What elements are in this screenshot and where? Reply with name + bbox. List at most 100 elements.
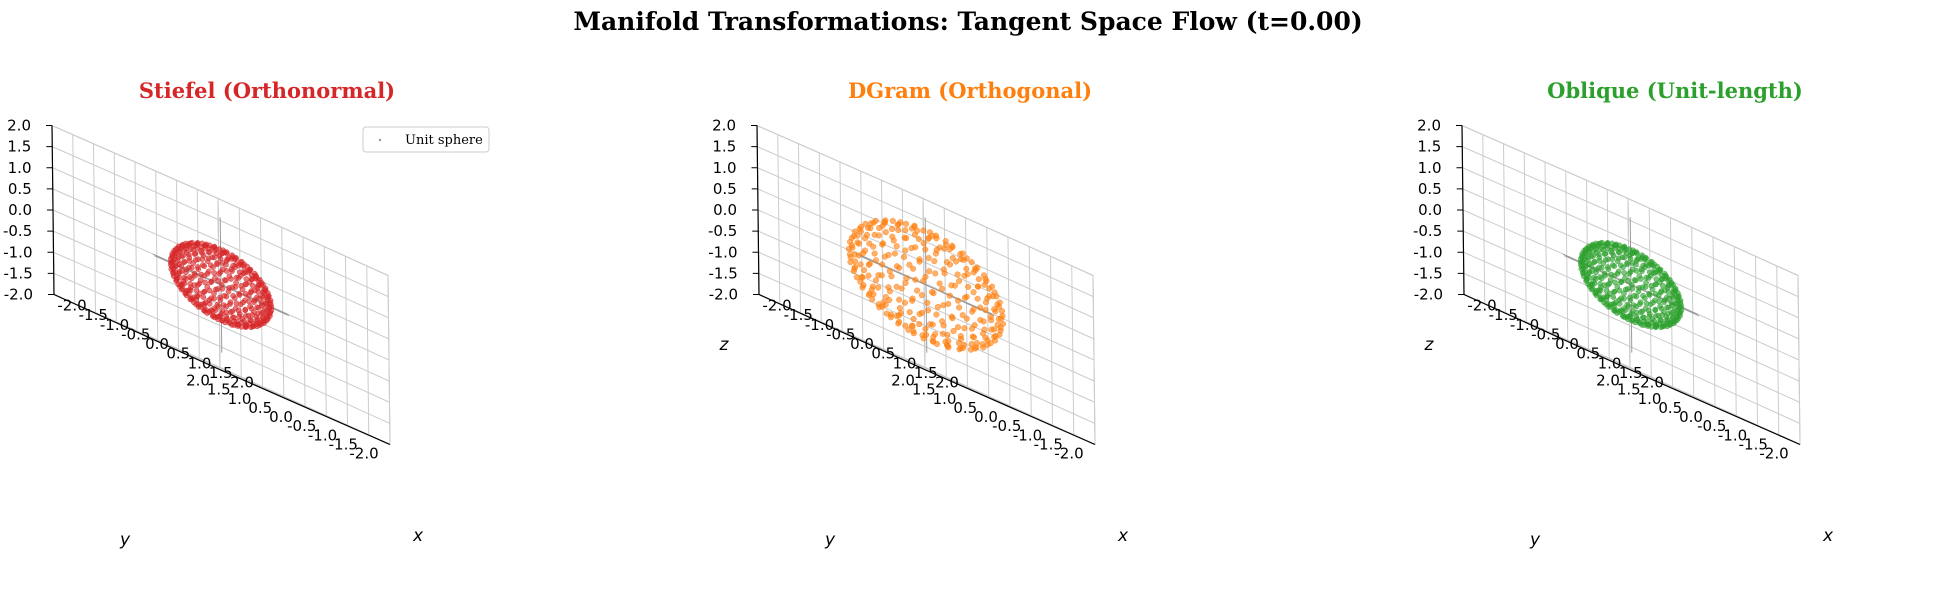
data-point (862, 235, 869, 242)
data-point (862, 220, 869, 227)
data-point (986, 293, 993, 300)
y-tick-label: -1.0 (308, 426, 337, 444)
grid-line (1461, 125, 1629, 199)
data-point (1630, 302, 1637, 309)
grid-line (1028, 246, 1032, 416)
x-axis-label: x (1822, 526, 1834, 546)
grid-line (757, 188, 924, 263)
x-tick-label: -1.0 (805, 316, 834, 334)
data-point (861, 247, 869, 254)
y-tick-label: -1.5 (329, 435, 358, 453)
data-point (996, 299, 1003, 306)
data-point (871, 231, 878, 238)
z-tick-label: 0.0 (8, 201, 32, 219)
data-point (242, 291, 249, 297)
data-point (201, 263, 208, 269)
z-tick-label: 1.5 (7, 138, 31, 156)
data-point (1621, 295, 1627, 302)
data-point (945, 337, 952, 344)
data-point (872, 257, 880, 264)
data-point (223, 268, 230, 274)
grid-line (798, 143, 801, 313)
data-point (973, 340, 981, 347)
z-tick-label: -2.0 (4, 286, 33, 304)
data-point (1658, 317, 1664, 324)
z-tick-label: 0.5 (1418, 180, 1442, 198)
y-tick-label: -0.5 (992, 417, 1021, 435)
data-point (988, 283, 996, 290)
grid-line (1462, 167, 1629, 242)
y-axis-label: y (1529, 530, 1541, 550)
data-point (918, 292, 925, 299)
data-point (974, 264, 981, 271)
data-point (869, 283, 876, 290)
data-point (956, 304, 963, 311)
data-point (908, 322, 916, 329)
y-tick-label: 1.0 (228, 390, 252, 408)
data-point (1625, 303, 1632, 310)
data-point (965, 283, 972, 290)
data-point (1614, 270, 1621, 277)
data-point (1597, 274, 1603, 280)
data-point (234, 318, 240, 325)
data-point (974, 295, 981, 302)
data-point (1637, 301, 1643, 308)
data-point (867, 220, 874, 227)
y-tick-label: 2.0 (1596, 372, 1620, 390)
data-point (901, 299, 908, 306)
data-point (211, 295, 217, 302)
data-point (890, 237, 897, 244)
data-point (940, 266, 947, 273)
data-point (217, 269, 224, 275)
z-tick-label: 0.0 (713, 201, 737, 219)
panel-stiefel: Stiefel (Orthonormal)-2.0-2.0-2.0-1.5-1.… (3, 78, 490, 550)
z-tick-label: -1.0 (708, 243, 737, 261)
y-tick-label: -0.5 (287, 417, 316, 435)
panel-title: Oblique (Unit-length) (1547, 78, 1803, 103)
data-point (183, 266, 190, 273)
grid-line (52, 209, 220, 284)
data-point (182, 240, 189, 247)
z-tick-label: -1.0 (3, 243, 32, 261)
data-point (226, 285, 232, 291)
data-point (220, 302, 227, 309)
data-point (924, 299, 931, 306)
data-point (1633, 293, 1640, 300)
x-tick-label: 1.0 (893, 354, 917, 372)
data-point (916, 311, 923, 318)
y-tick-label: 2.0 (186, 372, 210, 390)
grid-line (1092, 275, 1096, 445)
y-tick-label: 0.5 (1658, 399, 1682, 417)
data-point (872, 217, 879, 224)
data-point (963, 315, 970, 322)
data-point (1656, 298, 1662, 305)
x-tick-label: 1.0 (188, 354, 212, 372)
data-point (248, 305, 255, 312)
data-point (192, 272, 198, 279)
data-point (896, 318, 903, 325)
data-point (1609, 256, 1616, 262)
data-point (215, 277, 221, 284)
data-point (933, 311, 940, 318)
data-point (218, 311, 225, 317)
z-tick-label: -0.5 (708, 222, 737, 240)
data-point (852, 258, 859, 265)
data-point (191, 282, 198, 288)
data-point (905, 326, 912, 333)
data-point (991, 289, 998, 296)
data-point (853, 274, 860, 281)
data-point (229, 252, 235, 259)
z-tick-label: -0.5 (3, 222, 32, 240)
data-point (1610, 294, 1617, 300)
data-point (242, 306, 249, 313)
data-point (882, 301, 889, 308)
y-axis-line (53, 293, 225, 373)
grid-line (1462, 146, 1629, 221)
data-point (230, 292, 236, 299)
data-point (946, 261, 954, 268)
data-point (1633, 268, 1640, 274)
data-point (1650, 299, 1656, 306)
data-point (1602, 272, 1608, 279)
grid-line (1523, 152, 1527, 322)
data-point (893, 243, 900, 250)
